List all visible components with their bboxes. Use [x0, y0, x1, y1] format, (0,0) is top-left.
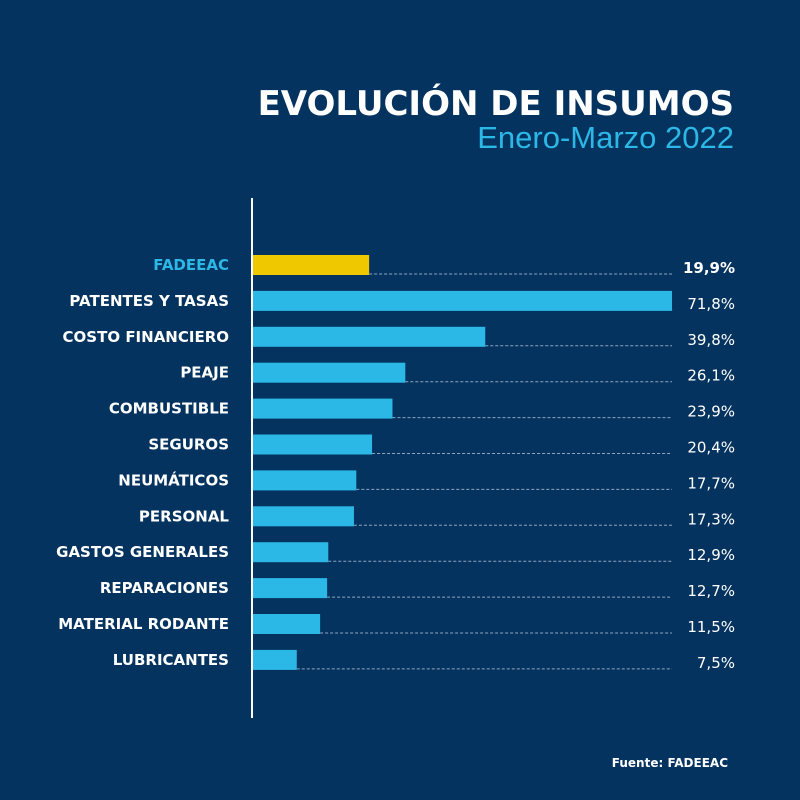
bar: [253, 470, 357, 491]
value-label: 7,5%: [697, 654, 735, 672]
bar: [253, 290, 672, 311]
bar: [253, 326, 486, 347]
category-label: COSTO FINANCIERO: [63, 328, 229, 346]
value-label: 20,4%: [687, 439, 735, 457]
category-label: MATERIAL RODANTE: [58, 615, 229, 633]
category-label: GASTOS GENERALES: [56, 543, 229, 561]
value-label: 12,9%: [687, 546, 735, 564]
bar: [253, 434, 373, 455]
category-label: PERSONAL: [139, 507, 230, 525]
category-label: SEGUROS: [148, 436, 229, 454]
category-label: PATENTES Y TASAS: [69, 292, 229, 310]
category-label: REPARACIONES: [100, 579, 229, 597]
bar: [253, 362, 406, 383]
category-label: LUBRICANTES: [113, 651, 229, 669]
value-label: 71,8%: [687, 295, 735, 313]
category-label: COMBUSTIBLE: [109, 400, 229, 418]
chart-title: EVOLUCIÓN DE INSUMOS: [257, 84, 734, 124]
value-label: 39,8%: [687, 331, 735, 349]
bar: [253, 578, 328, 599]
value-label: 23,9%: [687, 403, 735, 421]
bar: [253, 614, 321, 634]
bar: [253, 398, 393, 419]
category-label: PEAJE: [180, 364, 229, 382]
value-label: 19,9%: [683, 259, 735, 277]
value-label: 17,7%: [687, 474, 735, 492]
category-label: NEUMÁTICOS: [118, 470, 229, 489]
bar: [253, 542, 329, 563]
bar: [253, 255, 370, 275]
source-note: Fuente: FADEEAC: [611, 756, 728, 770]
value-label: 17,3%: [687, 510, 735, 528]
bar: [253, 506, 354, 527]
value-label: 11,5%: [687, 618, 735, 636]
category-label: FADEEAC: [153, 256, 229, 274]
bar: [253, 649, 297, 670]
chart-subtitle: Enero-Marzo 2022: [477, 120, 734, 155]
value-label: 12,7%: [687, 582, 735, 600]
value-label: 26,1%: [687, 367, 735, 385]
